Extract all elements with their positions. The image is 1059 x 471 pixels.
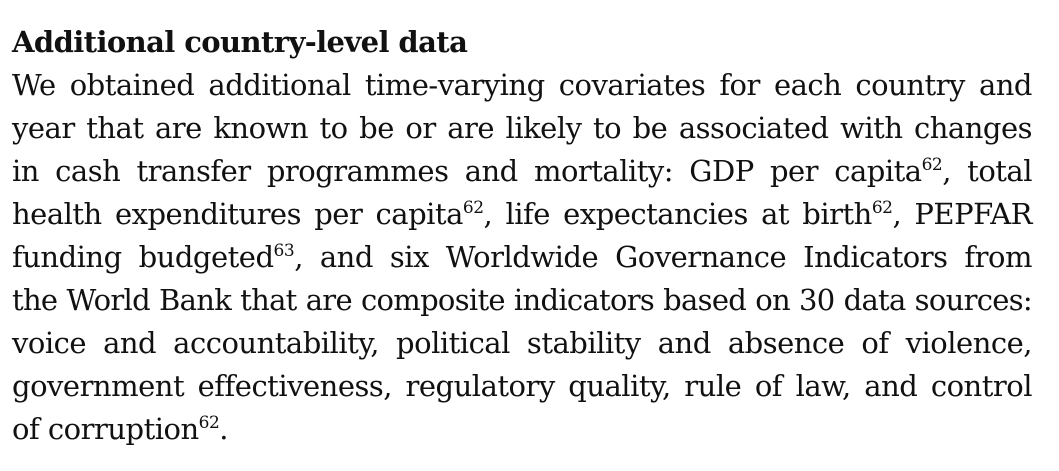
text-segment: , and six Worldwide Governance Indicator… [294, 240, 1032, 274]
text-segment: in cash transfer programmes and mortalit… [12, 154, 922, 188]
text-segment: voice and accountability, political stab… [12, 326, 1033, 360]
text-segment: , life expectancies at birth [483, 197, 873, 231]
paragraph-line: government effectiveness, regulatory qua… [12, 365, 1033, 408]
citation-superscript: 62 [871, 198, 893, 218]
article-section: Additional country-level data We obtaine… [12, 20, 1033, 451]
paragraph-line: of corruption62. [12, 408, 1032, 451]
citation-superscript: 63 [273, 241, 295, 261]
paragraph-line: funding budgeted63, and six Worldwide Go… [12, 236, 1032, 279]
text-segment: year that are known to be or are likely … [12, 111, 1033, 145]
paragraph-line: year that are known to be or are likely … [12, 107, 1033, 150]
citation-superscript: 62 [198, 413, 220, 433]
text-segment: the World Bank that are composite indica… [12, 283, 1033, 317]
text-segment: We obtained additional time-varying cova… [12, 68, 1033, 102]
paragraph-line: the World Bank that are composite indica… [12, 279, 1033, 322]
body-paragraph: We obtained additional time-varying cova… [12, 64, 1033, 451]
text-segment: government effectiveness, regulatory qua… [12, 369, 1033, 403]
citation-superscript: 62 [462, 198, 484, 218]
text-segment: , total [942, 154, 1032, 188]
citation-superscript: 62 [921, 155, 943, 175]
text-segment: , PEPFAR [892, 197, 1032, 231]
paragraph-line: health expenditures per capita62, life e… [12, 193, 1032, 236]
paragraph-line: We obtained additional time-varying cova… [12, 64, 1033, 107]
paragraph-line: voice and accountability, political stab… [12, 322, 1033, 365]
text-segment: of corruption [12, 412, 199, 446]
text-segment: funding budgeted [12, 240, 274, 274]
section-heading: Additional country-level data [12, 25, 468, 59]
paragraph-line: in cash transfer programmes and mortalit… [12, 150, 1032, 193]
text-segment: . [219, 412, 229, 446]
text-segment: health expenditures per capita [12, 197, 463, 231]
